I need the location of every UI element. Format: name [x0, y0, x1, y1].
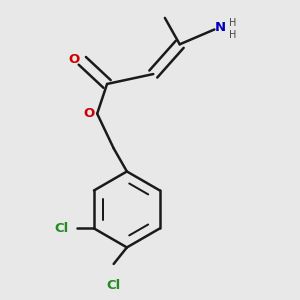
Text: O: O: [83, 107, 94, 120]
Text: Cl: Cl: [106, 279, 121, 292]
Text: H: H: [229, 18, 236, 28]
Text: N: N: [215, 21, 226, 34]
Text: Cl: Cl: [55, 222, 69, 235]
Text: H: H: [229, 30, 236, 40]
Text: O: O: [68, 53, 80, 66]
